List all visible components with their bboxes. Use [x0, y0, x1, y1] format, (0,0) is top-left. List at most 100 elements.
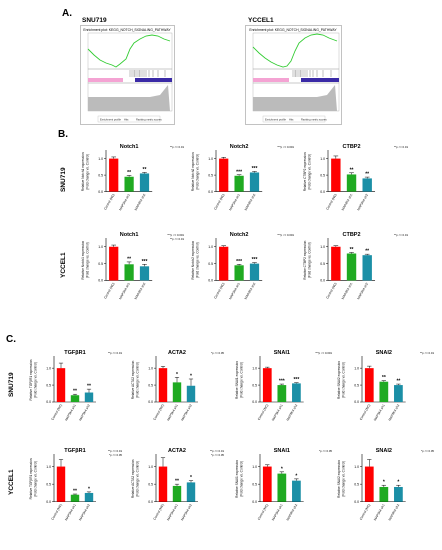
y-tick-label: 0.0 [148, 400, 153, 404]
error-bar [349, 172, 354, 175]
gsea-legend-2: Hits [289, 118, 294, 122]
error-bar [279, 383, 285, 386]
y-tick-label: 0.5 [320, 262, 325, 266]
bar [219, 158, 229, 192]
category-label: MAP3K4 sh1 [166, 403, 179, 421]
category-label: Control (NC) [50, 404, 62, 421]
gsea-hits [129, 70, 166, 77]
bar [346, 174, 357, 192]
error-bar [265, 464, 270, 467]
y-axis-label: (Fold change vs. Control) [308, 242, 312, 278]
y-axis-label: (Fold change vs. Control) [86, 154, 90, 190]
y-tick-label: 0.0 [98, 190, 103, 194]
significance-stars: ** [175, 479, 179, 485]
bar [172, 382, 182, 402]
panel-label-a: A. [62, 8, 72, 19]
significance-stars: * [176, 372, 178, 378]
y-tick-label: 0.5 [46, 383, 51, 387]
row-label-c-yccel1: YCCEL1 [8, 469, 15, 495]
y-axis-label: Relative Notch1 expression [81, 241, 85, 280]
y-axis-label: (Fold change vs. Control) [342, 362, 346, 398]
y-tick-label: 0.5 [46, 482, 51, 486]
chart-title: TGFβR1 [64, 350, 85, 356]
category-label: Control (NC) [103, 193, 115, 210]
bar [346, 253, 357, 281]
significance-stars: * [397, 480, 399, 486]
y-axis-label: (Fold change vs. Control) [240, 362, 244, 398]
y-axis-label: (Fold change vs. Control) [136, 461, 140, 497]
error-bar [252, 171, 257, 173]
significance-note: **p <= 0.01 [170, 237, 184, 241]
significance-stars: *** [236, 169, 242, 175]
significance-stars: *** [293, 377, 299, 383]
chart-c-snu-snai1: SNAI1 ***p <= 0.001 Relative SNAI1 express… [235, 350, 332, 422]
error-bar [188, 378, 194, 386]
chart-c-ycc-tgfbr1: TGFβR1 **p <= 0.01*p <= 0.05 Relative TGFβ… [29, 448, 122, 521]
error-bar [367, 459, 372, 467]
bar [139, 173, 150, 192]
error-bar [381, 484, 387, 487]
y-tick-label: 0.0 [98, 279, 103, 283]
significance-stars: ** [365, 249, 369, 255]
y-axis-label: (Fold change vs. Control) [196, 242, 200, 278]
significance-note: ***p <= 0.001 [277, 145, 294, 149]
significance-stars: ** [73, 389, 77, 395]
y-axis-label: (Fold change vs. Control) [136, 362, 140, 398]
error-bar [221, 245, 227, 247]
error-bar [58, 362, 64, 369]
significance-stars: * [190, 475, 192, 481]
error-bar [396, 484, 401, 487]
category-label: MAP3K4 sh2 [180, 403, 193, 421]
y-tick-label: 0.0 [208, 279, 213, 283]
category-label: Control (NC) [257, 404, 269, 421]
error-bar [333, 155, 339, 159]
category-label: MAP3K4 sh1 [341, 193, 354, 211]
y-axis-label: (Fold change vs. Control) [34, 461, 38, 497]
error-bar [160, 457, 166, 467]
bar [56, 466, 66, 502]
y-axis-label: Relative SNAI2 expression [337, 361, 341, 399]
y-tick-label: 0.5 [208, 173, 213, 177]
category-label: MAP3K4 sh2 [356, 282, 369, 300]
error-bar [265, 366, 270, 369]
error-bar [188, 480, 194, 483]
error-bar [349, 252, 354, 254]
bar [70, 395, 80, 402]
y-tick-label: 0.5 [98, 262, 103, 266]
y-axis-label: (Fold change vs. Control) [342, 461, 346, 497]
y-tick-label: 1.0 [208, 245, 213, 249]
chart-title: Notch2 [230, 144, 249, 150]
y-tick-label: 0.5 [252, 383, 257, 387]
error-bar [126, 261, 132, 265]
y-axis-label: Relative SNAI1 expression [235, 460, 239, 498]
ranking-metric [88, 85, 170, 111]
category-label: MAP3K4 sh1 [271, 403, 284, 421]
gsea-legend-3: Ranking metric scores [301, 118, 327, 122]
y-tick-label: 0.0 [208, 190, 213, 194]
bar [109, 158, 119, 192]
bar [262, 466, 272, 502]
significance-stars: ** [350, 167, 354, 173]
bar [84, 392, 94, 402]
y-axis-label: Relative Notch2 expression [191, 152, 195, 191]
y-axis-label: Relative Notch1 expression [81, 152, 85, 191]
significance-stars: ** [350, 247, 354, 253]
significance-note: **p <= 0.01 [108, 449, 122, 453]
error-bar [221, 157, 227, 159]
error-bar [333, 245, 339, 247]
category-label: MAP3K4 sh1 [373, 503, 386, 521]
significance-note: **p <= 0.01 [420, 351, 434, 355]
bar [331, 246, 341, 281]
chart-b-ycc-notch2: Notch2 ***p <= 0.001 Relative Notch2 expre… [191, 232, 294, 300]
category-label: MAP3K4 sh2 [244, 282, 257, 300]
y-tick-label: 0.0 [354, 400, 359, 404]
chart-title: SNAI2 [376, 350, 392, 356]
y-axis-label: Relative Notch2 expression [191, 241, 195, 280]
category-label: MAP3K4 sh2 [387, 503, 400, 521]
y-tick-label: 0.0 [320, 279, 325, 283]
significance-note: ***p <= 0.001 [315, 351, 332, 355]
significance-note: **p <= 0.01 [394, 233, 408, 237]
error-bar [72, 493, 78, 495]
error-bar [396, 383, 401, 386]
category-label: Control (NC) [213, 282, 225, 299]
